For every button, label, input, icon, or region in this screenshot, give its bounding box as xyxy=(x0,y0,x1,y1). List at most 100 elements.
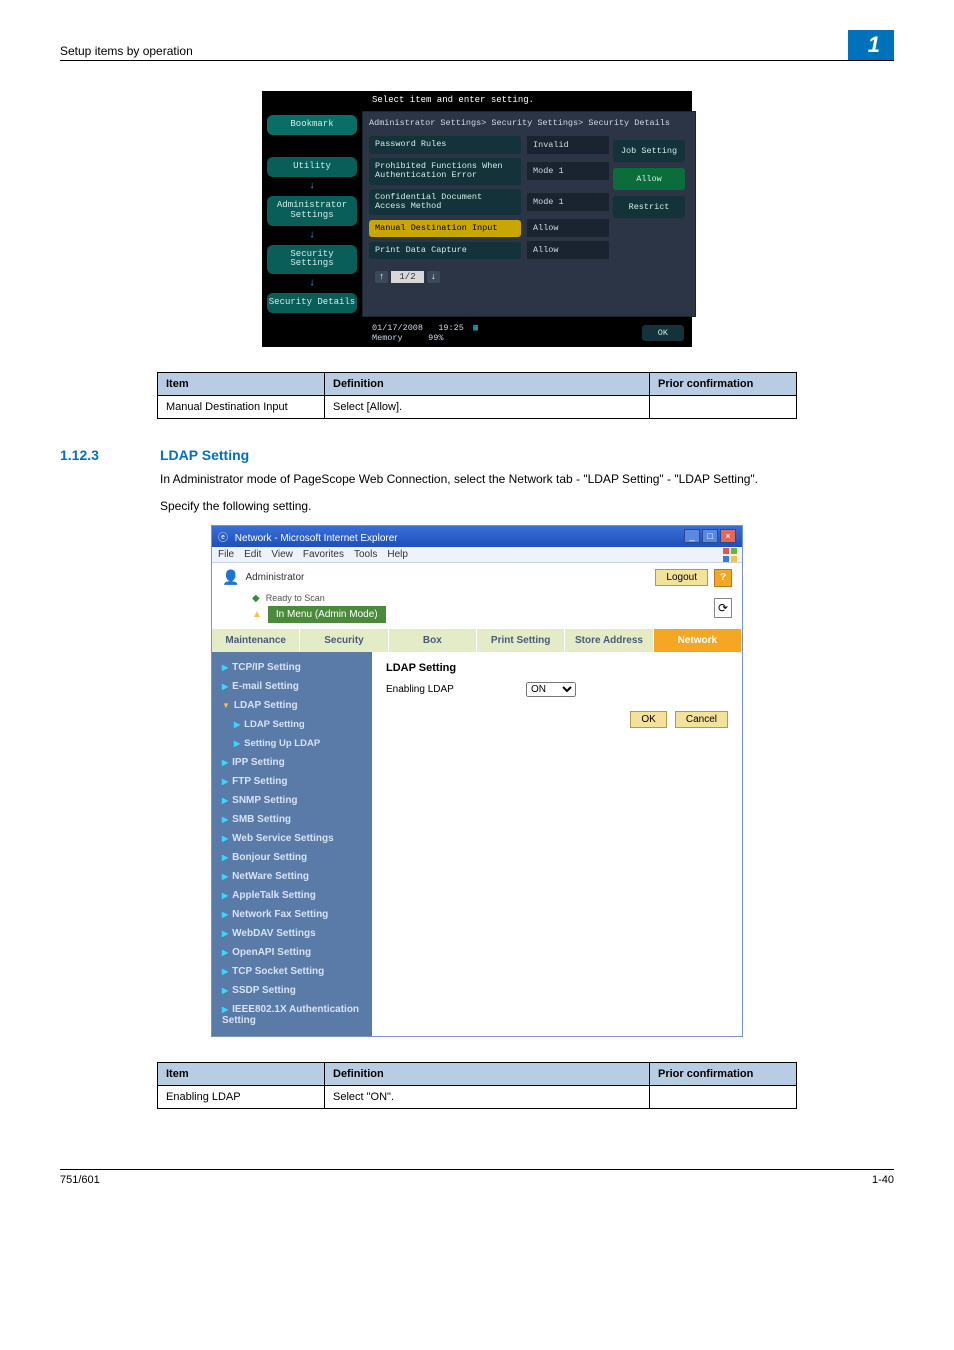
form-cancel-button[interactable]: Cancel xyxy=(675,711,728,728)
page-header-badge: 1 xyxy=(848,30,894,60)
side-ldap-setting[interactable]: ▼LDAP Setting xyxy=(212,696,372,715)
windows-flag-icon xyxy=(722,547,738,563)
panel-breadcrumb: Administrator Settings> Security Setting… xyxy=(369,118,689,128)
tab-box[interactable]: Box xyxy=(389,629,477,652)
side-ieee802-1x-authentication-setting[interactable]: ▶IEEE802.1X Authentication Setting xyxy=(212,1000,372,1030)
tab-security[interactable]: Security xyxy=(300,629,388,652)
tab-print-setting[interactable]: Print Setting xyxy=(477,629,565,652)
chevron-right-icon: ▶ xyxy=(234,739,240,748)
section-para-1: In Administrator mode of PageScope Web C… xyxy=(160,471,860,488)
panel-opt-confidential[interactable]: Confidential Document Access Method xyxy=(369,189,521,216)
side-tcp-socket-setting[interactable]: ▶ TCP Socket Setting xyxy=(212,962,372,981)
panel-right-restrict[interactable]: Restrict xyxy=(613,196,685,218)
t2-header-prior: Prior confirmation xyxy=(650,1062,797,1085)
window-maximize-button[interactable]: □ xyxy=(702,529,718,543)
side-item-label: Bonjour Setting xyxy=(232,852,307,863)
chevron-right-icon: ▶ xyxy=(222,834,228,843)
side-item-label: E-mail Setting xyxy=(232,681,299,692)
enabling-ldap-select[interactable]: ONOFF xyxy=(526,682,576,697)
side-smb-setting[interactable]: ▶SMB Setting xyxy=(212,810,372,829)
refresh-icon[interactable]: ⟳ xyxy=(714,598,732,618)
panel-opt-manual-dest[interactable]: Manual Destination Input xyxy=(369,220,521,237)
side-ftp-setting[interactable]: ▶ FTP Setting xyxy=(212,772,372,791)
form-ok-button[interactable]: OK xyxy=(630,711,666,728)
help-icon[interactable]: ? xyxy=(714,569,732,587)
chevron-right-icon: ▶ xyxy=(222,891,228,900)
menu-favorites[interactable]: Favorites xyxy=(303,549,344,560)
caution-icon: ▲ xyxy=(252,609,262,620)
side-ssdp-setting[interactable]: ▶SSDP Setting xyxy=(212,981,372,1000)
pager-up-button[interactable]: ↑ xyxy=(375,271,388,283)
side-web-service-settings[interactable]: ▶Web Service Settings xyxy=(212,829,372,848)
panel-right-allow[interactable]: Allow xyxy=(613,168,685,190)
tab-maintenance[interactable]: Maintenance xyxy=(212,629,300,652)
side-ipp-setting[interactable]: ▶IPP Setting xyxy=(212,753,372,772)
panel-side-utility[interactable]: Utility xyxy=(267,157,357,177)
panel-side-security-settings[interactable]: Security Settings xyxy=(267,245,357,275)
menu-view[interactable]: View xyxy=(271,549,293,560)
side-item-label: IEEE802.1X Authentication Setting xyxy=(222,1004,359,1026)
menu-file[interactable]: File xyxy=(218,549,234,560)
side-item-label: SSDP Setting xyxy=(232,985,296,996)
side-tcp-ip-setting[interactable]: ▶TCP/IP Setting xyxy=(212,658,372,677)
side-item-label: SNMP Setting xyxy=(232,795,297,806)
side-network-fax-setting[interactable]: ▶ Network Fax Setting xyxy=(212,905,372,924)
panel-status-memory: Memory xyxy=(372,333,403,343)
panel-opt-print-capture[interactable]: Print Data Capture xyxy=(369,242,521,259)
menu-tools[interactable]: Tools xyxy=(354,549,377,560)
side-e-mail-setting[interactable]: ▶E-mail Setting xyxy=(212,677,372,696)
side-webdav-settings[interactable]: ▶WebDAV Settings xyxy=(212,924,372,943)
definition-table-2: Item Definition Prior confirmation Enabl… xyxy=(157,1062,797,1109)
admin-icon: 👤 xyxy=(222,569,239,586)
chevron-right-icon: ▶ xyxy=(222,910,228,919)
chevron-right-icon: ▶ xyxy=(222,815,228,824)
side-item-label: TCP Socket Setting xyxy=(232,966,324,977)
panel-status-date: 01/17/2008 xyxy=(372,323,423,333)
printer-status-icon: ◆ xyxy=(252,593,260,604)
printer-admin-panel: Select item and enter setting. Bookmark … xyxy=(262,91,692,347)
side-appletalk-setting[interactable]: ▶ AppleTalk Setting xyxy=(212,886,372,905)
panel-status-time: 19:25 xyxy=(438,323,464,333)
panel-val-manual-dest: Allow xyxy=(527,219,609,237)
window-close-button[interactable]: × xyxy=(720,529,736,543)
panel-val-password-rules: Invalid xyxy=(527,136,609,154)
side-item-label: Network Fax Setting xyxy=(232,909,328,920)
tab-network[interactable]: Network xyxy=(654,629,742,652)
side-snmp-setting[interactable]: ▶SNMP Setting xyxy=(212,791,372,810)
side-item-label: FTP Setting xyxy=(232,776,287,787)
side-setting-up-ldap[interactable]: ▶Setting Up LDAP xyxy=(212,734,372,753)
panel-right-job-setting[interactable]: Job Setting xyxy=(613,140,685,162)
side-ldap-setting[interactable]: ▶LDAP Setting xyxy=(212,715,372,734)
ie-icon: ⓔ xyxy=(218,533,228,544)
chevron-right-icon: ▶ xyxy=(222,777,228,786)
arrow-down-icon: ↓ xyxy=(309,230,315,241)
chevron-right-icon: ▶ xyxy=(222,872,228,881)
panel-side-security-details[interactable]: Security Details xyxy=(267,293,357,313)
side-netware-setting[interactable]: ▶NetWare Setting xyxy=(212,867,372,886)
menu-help[interactable]: Help xyxy=(387,549,408,560)
window-minimize-button[interactable]: _ xyxy=(684,529,700,543)
panel-side-admin-settings[interactable]: Administrator Settings xyxy=(267,196,357,226)
chevron-right-icon: ▶ xyxy=(222,967,228,976)
side-bonjour-setting[interactable]: ▶Bonjour Setting xyxy=(212,848,372,867)
t1-header-prior: Prior confirmation xyxy=(650,373,797,396)
pager-down-button[interactable]: ↓ xyxy=(427,271,440,283)
panel-opt-password-rules[interactable]: Password Rules xyxy=(369,136,521,153)
menu-edit[interactable]: Edit xyxy=(244,549,261,560)
logout-button[interactable]: Logout xyxy=(655,569,708,586)
panel-val-print-capture: Allow xyxy=(527,241,609,259)
chevron-right-icon: ▶ xyxy=(222,663,228,672)
panel-ok-button[interactable]: OK xyxy=(642,325,684,341)
tab-store-address[interactable]: Store Address xyxy=(565,629,653,652)
panel-opt-prohibited[interactable]: Prohibited Functions When Authentication… xyxy=(369,158,521,185)
chevron-right-icon: ▶ xyxy=(222,1005,228,1014)
chevron-right-icon: ▶ xyxy=(222,948,228,957)
side-item-label: AppleTalk Setting xyxy=(232,890,316,901)
t1-header-definition: Definition xyxy=(325,373,650,396)
section-para-2: Specify the following setting. xyxy=(160,498,860,515)
chevron-right-icon: ▶ xyxy=(222,758,228,767)
chevron-right-icon: ▶ xyxy=(234,720,240,729)
panel-side-bookmark[interactable]: Bookmark xyxy=(267,115,357,135)
arrow-down-icon: ↓ xyxy=(309,278,315,289)
side-openapi-setting[interactable]: ▶OpenAPI Setting xyxy=(212,943,372,962)
